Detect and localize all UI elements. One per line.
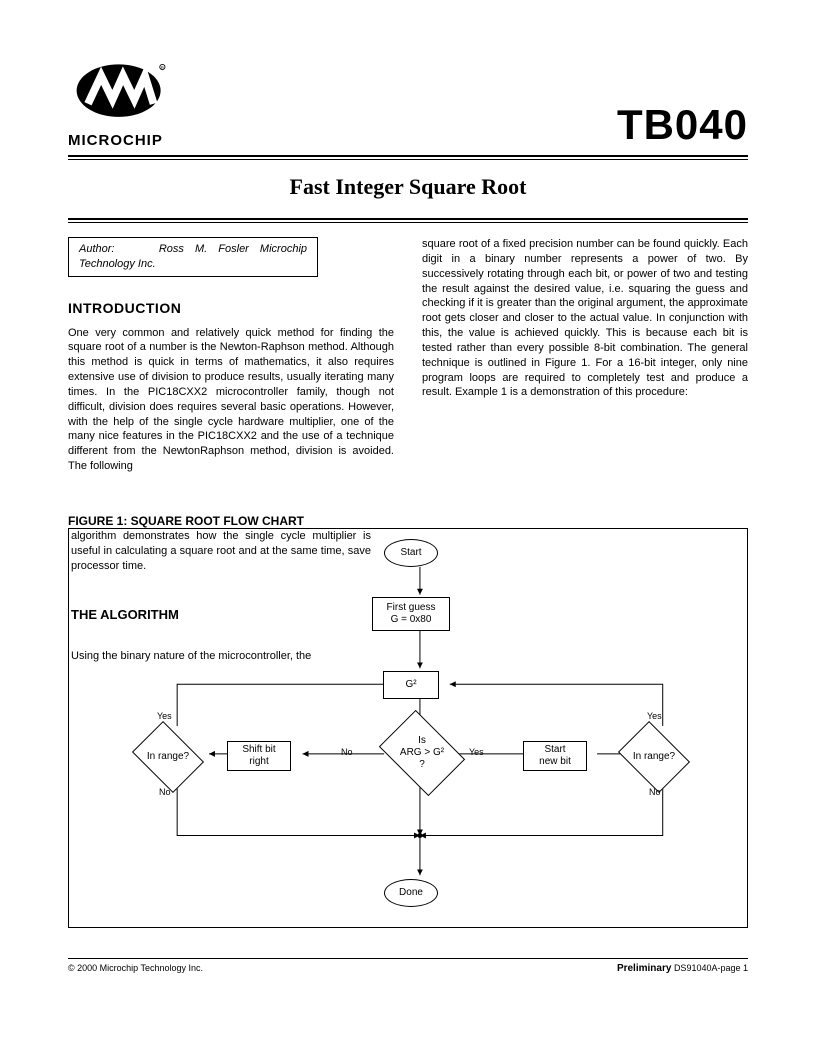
- logo-block: R MICROCHIP: [68, 60, 178, 149]
- title-rule-thick: [68, 218, 748, 220]
- flow-node-decision-label: IsARG > G²?: [392, 735, 452, 771]
- author-value: Ross M. Fosler Microchip Technology Inc.: [79, 243, 307, 270]
- flow-node-start: Start: [384, 539, 438, 567]
- edge-label-no-left: No: [341, 747, 353, 757]
- author-box: Author: Ross M. Fosler Microchip Technol…: [68, 237, 318, 277]
- figure-caption: FIGURE 1: SQUARE ROOT FLOW CHART: [68, 514, 748, 528]
- footer-copyright: © 2000 Microchip Technology Inc.: [68, 963, 203, 974]
- right-body: square root of a fixed precision number …: [422, 237, 748, 400]
- header-rule-thick: [68, 155, 748, 157]
- edge-label-yes-right: Yes: [469, 747, 484, 757]
- page-title: Fast Integer Square Root: [68, 174, 748, 200]
- page-footer: © 2000 Microchip Technology Inc. Prelimi…: [68, 958, 748, 974]
- edge-label-no-r: No: [649, 787, 661, 797]
- flow-node-in-range-right: In range?: [618, 721, 690, 793]
- flow-node-in-range-left-label: In range?: [144, 751, 192, 763]
- figure-overlay-text-1: algorithm demonstrates how the single cy…: [71, 529, 371, 574]
- edge-label-no-l: No: [159, 787, 171, 797]
- flow-node-shift-right: Shift bitright: [227, 741, 291, 771]
- header: R MICROCHIP TB040: [68, 60, 748, 149]
- edge-label-yes-r: Yes: [647, 711, 662, 721]
- left-column: Author: Ross M. Fosler Microchip Technol…: [68, 237, 394, 474]
- svg-text:R: R: [161, 66, 164, 71]
- author-label: Author:: [79, 243, 114, 255]
- logo-brand-text: MICROCHIP: [68, 132, 163, 149]
- introduction-heading: INTRODUCTION: [68, 299, 394, 318]
- flow-node-in-range-right-label: In range?: [630, 751, 678, 763]
- content-columns: Author: Ross M. Fosler Microchip Technol…: [68, 237, 748, 474]
- title-rule-thin: [68, 222, 748, 223]
- flow-node-first-guess: First guessG = 0x80: [372, 597, 450, 631]
- flow-node-decision: IsARG > G²?: [379, 710, 465, 796]
- flow-node-first-guess-label: First guessG = 0x80: [387, 602, 436, 626]
- edge-label-yes-l: Yes: [157, 711, 172, 721]
- figure-box: algorithm demonstrates how the single cy…: [68, 528, 748, 928]
- footer-preliminary: Preliminary: [617, 963, 671, 974]
- footer-docref: DS91040A-page 1: [674, 963, 748, 973]
- flow-node-new-bit: Startnew bit: [523, 741, 587, 771]
- figure-overlay-text-2: Using the binary nature of the microcont…: [71, 649, 361, 664]
- flow-node-in-range-left: In range?: [132, 721, 204, 793]
- flow-node-new-bit-label: Startnew bit: [539, 744, 571, 768]
- flow-node-g-squared: G²: [383, 671, 439, 699]
- flow-node-done: Done: [384, 879, 438, 907]
- algorithm-heading: THE ALGORITHM: [71, 607, 179, 622]
- introduction-body: One very common and relatively quick met…: [68, 326, 394, 474]
- flow-node-shift-right-label: Shift bitright: [242, 744, 275, 768]
- microchip-logo-icon: R: [68, 60, 178, 130]
- right-column: square root of a fixed precision number …: [422, 237, 748, 474]
- header-rule-thin: [68, 159, 748, 160]
- document-id: TB040: [617, 101, 748, 149]
